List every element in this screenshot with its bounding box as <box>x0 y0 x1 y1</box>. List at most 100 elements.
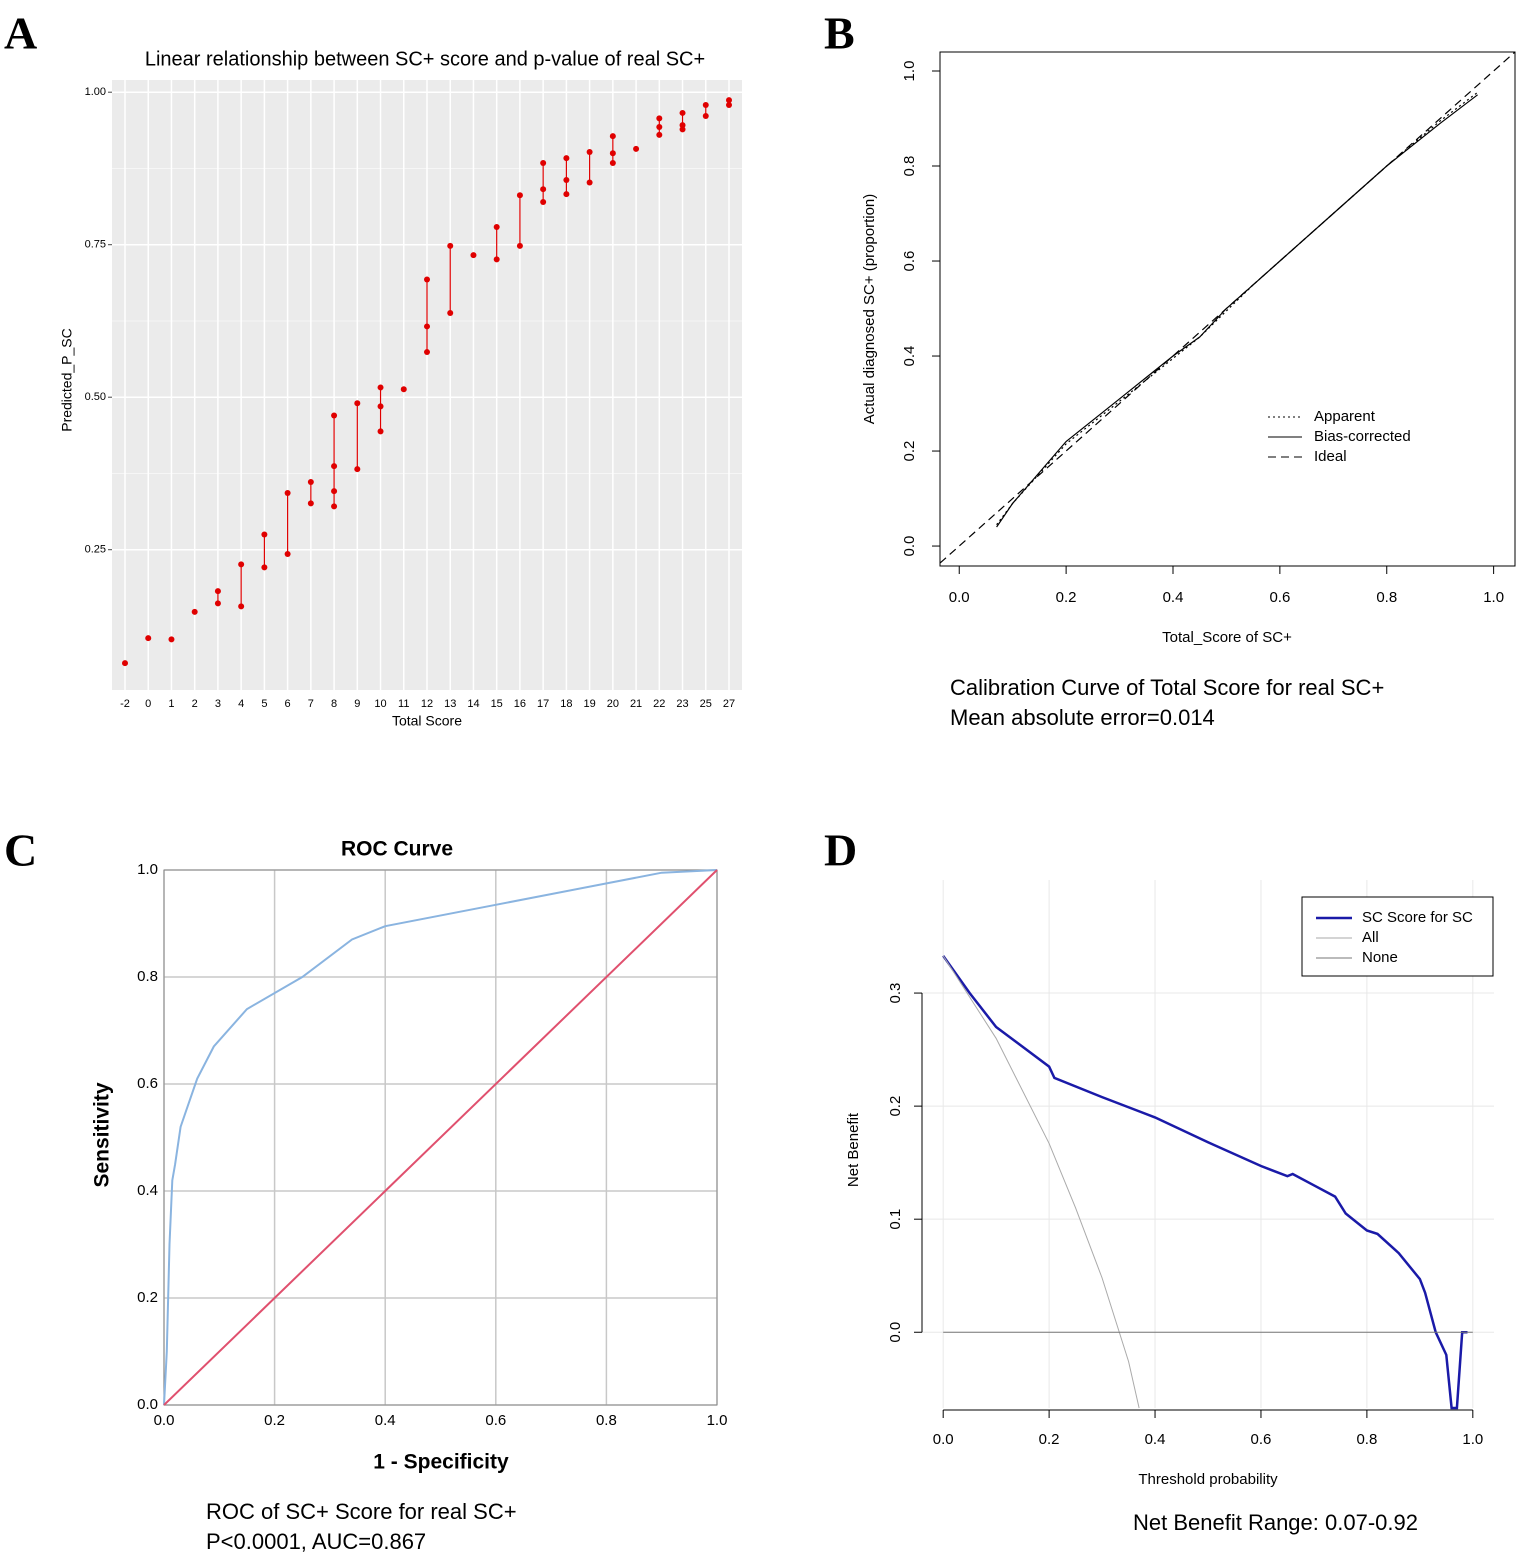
caption: Net Benefit Range: 0.07-0.92 <box>1133 1510 1418 1535</box>
x-tick-label: 0.6 <box>1251 1431 1272 1448</box>
panel-label: A <box>4 8 37 59</box>
x-tick-label: 0.0 <box>933 1431 954 1448</box>
point <box>679 109 686 116</box>
y-tick-label: 0.25 <box>85 544 106 556</box>
point <box>377 428 384 435</box>
point <box>702 102 709 109</box>
point <box>540 199 547 205</box>
x-tick-label: 1.0 <box>707 1412 728 1429</box>
y-axis-label: Sensitivity <box>91 1082 114 1187</box>
x-tick-label: 9 <box>354 698 360 710</box>
x-tick-label: 15 <box>491 698 503 710</box>
x-tick-label: 23 <box>676 698 688 710</box>
y-tick-label: 1.00 <box>85 86 106 98</box>
point <box>424 276 430 283</box>
series-line <box>996 94 1478 528</box>
y-tick-label: 0.6 <box>137 1075 158 1092</box>
point <box>214 588 221 595</box>
x-tick-label: 10 <box>374 698 386 710</box>
point <box>191 608 198 615</box>
point <box>284 489 291 496</box>
x-tick-label: 4 <box>238 698 244 710</box>
point <box>238 603 245 610</box>
point <box>261 564 268 571</box>
y-tick-label: 0.0 <box>137 1396 158 1413</box>
x-tick-label: 7 <box>308 698 314 710</box>
point <box>563 191 570 198</box>
series-line <box>942 955 1468 1410</box>
y-tick-label: 0.1 <box>887 1209 904 1230</box>
point <box>307 478 314 485</box>
x-tick-label: 0.4 <box>375 1412 396 1429</box>
series-line <box>939 51 1516 564</box>
x-tick-label: 6 <box>285 698 291 710</box>
point <box>377 384 384 391</box>
point <box>145 635 152 642</box>
point <box>354 466 361 473</box>
x-tick-label: 0.0 <box>154 1412 175 1429</box>
y-axis-label: Net Benefit <box>845 1112 862 1187</box>
x-tick-label: 0 <box>145 698 151 710</box>
point <box>586 179 593 186</box>
x-tick-label: 12 <box>421 698 433 710</box>
point <box>261 531 268 538</box>
caption: Calibration Curve of Total Score for rea… <box>950 675 1384 700</box>
point <box>563 155 570 162</box>
x-tick-label: 0.6 <box>1269 589 1290 606</box>
point <box>679 122 686 129</box>
series-line <box>996 91 1478 526</box>
y-axis-label: Predicted_P_SC <box>59 328 75 432</box>
y-tick-label: 0.8 <box>901 156 918 177</box>
point <box>331 488 338 495</box>
x-tick-label: 1 <box>168 698 174 710</box>
x-tick-label: 0.6 <box>485 1412 506 1429</box>
plot-frame <box>163 869 718 1406</box>
point <box>493 256 500 263</box>
x-tick-label: 0.8 <box>1356 1431 1377 1448</box>
y-tick-label: 0.2 <box>887 1096 904 1117</box>
x-tick-label: 0.2 <box>264 1412 285 1429</box>
y-tick-label: 0.0 <box>887 1322 904 1343</box>
x-tick-label: 0.2 <box>1056 589 1077 606</box>
x-axis-label: Total_Score of SC+ <box>1162 629 1292 646</box>
x-tick-label: 18 <box>560 698 572 710</box>
x-tick-label: 14 <box>467 698 479 710</box>
point <box>540 159 547 166</box>
caption: Mean absolute error=0.014 <box>950 705 1215 730</box>
y-tick-label: 0.75 <box>85 239 106 251</box>
caption: P<0.0001, AUC=0.867 <box>206 1529 426 1554</box>
x-tick-label: 16 <box>514 698 526 710</box>
x-tick-label: 1.0 <box>1483 589 1504 606</box>
point <box>400 386 407 393</box>
point <box>331 412 338 419</box>
chart-title: Linear relationship between SC+ score an… <box>145 48 705 70</box>
x-axis-label: Total Score <box>392 713 462 729</box>
x-tick-label: 20 <box>607 698 619 710</box>
caption: ROC of SC+ Score for real SC+ <box>206 1499 517 1524</box>
plot-frame <box>939 51 1516 567</box>
point <box>447 310 454 317</box>
point <box>563 177 570 184</box>
point <box>702 112 709 119</box>
x-tick-label: 8 <box>331 698 337 710</box>
point <box>424 349 430 356</box>
x-tick-label: 11 <box>398 698 409 710</box>
point <box>307 500 314 507</box>
x-axis-label: Threshold probability <box>1138 1471 1278 1488</box>
x-tick-label: 2 <box>192 698 198 710</box>
series-line <box>163 869 718 1406</box>
x-tick-label: 3 <box>215 698 221 710</box>
y-tick-label: 0.8 <box>137 968 158 985</box>
y-tick-label: 0.4 <box>137 1182 158 1199</box>
legend-label: SC Score for SC <box>1362 909 1473 926</box>
x-tick-label: 19 <box>583 698 595 710</box>
point <box>586 148 593 155</box>
y-tick-label: 0.0 <box>901 536 918 557</box>
point <box>516 192 523 199</box>
y-tick-label: 0.3 <box>887 983 904 1004</box>
x-tick-label: 0.8 <box>596 1412 617 1429</box>
x-tick-label: 25 <box>700 698 712 710</box>
y-tick-label: 0.2 <box>901 441 918 462</box>
legend-label: All <box>1362 929 1379 946</box>
